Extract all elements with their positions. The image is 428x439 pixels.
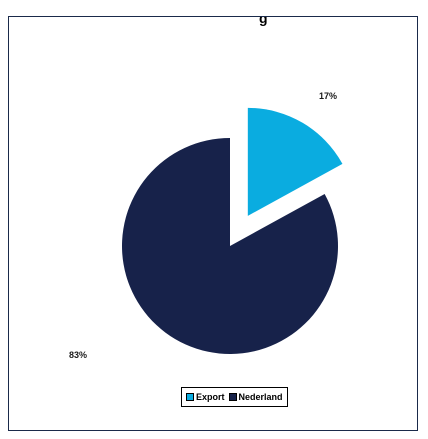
legend-swatch-nederland	[228, 393, 237, 401]
pie-slices	[121, 107, 343, 354]
data-label-export: 17%	[319, 91, 337, 101]
pie-slice-nederland	[121, 138, 338, 354]
pie-labels: 17% 83%	[69, 91, 337, 360]
cropped-title-fragment: g	[259, 16, 268, 26]
legend-label-export: Export	[196, 392, 225, 402]
pie-chart: 17% 83%	[69, 91, 343, 360]
legend-swatch-export	[186, 393, 194, 401]
legend-entry-nederland: Nederland	[228, 392, 283, 402]
legend-entry-export: Export	[186, 392, 225, 402]
pie-slice-export	[247, 107, 343, 216]
legend-label-nederland: Nederland	[238, 392, 283, 402]
legend: Export Nederland	[181, 387, 288, 407]
data-label-nederland: 83%	[69, 350, 87, 360]
chart-frame: g 17% 83% Export Nederland	[8, 16, 418, 431]
